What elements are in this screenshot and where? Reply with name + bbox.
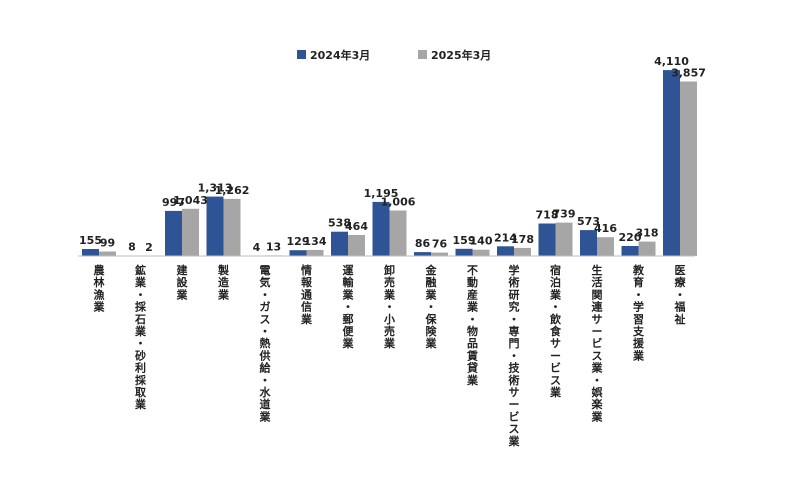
value-label-2024-11: 718 (536, 209, 559, 222)
category-labels-layer: 農林漁業 鉱業・採石業・砂利採取業 建設業 製造業 電気・ガス・熱供給・水道業 情報通信業… (93, 263, 687, 448)
legend-label-2024: 2024年3月 (310, 48, 370, 62)
value-label-2024-8: 86 (415, 237, 431, 250)
category-label-0: 農林漁業 (93, 263, 106, 314)
category-label-10: 学術研究・専門・技術サービス業 (508, 263, 521, 448)
category-label-2: 建設業 (176, 263, 189, 301)
value-label-2024-10: 214 (494, 231, 517, 244)
value-label-2025-14: 3,857 (671, 67, 706, 80)
bar-2025-12 (597, 237, 614, 256)
bar-2025-3 (223, 198, 241, 256)
category-label-11: 宿泊業・飲食サービス業 (549, 263, 562, 399)
bar-2024-8 (414, 252, 431, 256)
value-label-2024-0: 155 (79, 234, 102, 247)
bar-2025-2 (182, 208, 199, 256)
bar-2024-3 (206, 196, 224, 256)
value-label-2025-12: 416 (594, 222, 617, 235)
bar-2025-8 (431, 252, 448, 256)
value-label-2025-1: 2 (145, 241, 153, 254)
bars-layer (82, 70, 697, 256)
bar-2024-10 (497, 246, 514, 256)
value-label-2024-4: 4 (253, 241, 261, 254)
value-label-2025-0: 99 (100, 237, 115, 250)
value-label-2024-14: 4,110 (654, 55, 689, 68)
value-label-2024-7: 1,195 (364, 187, 399, 200)
category-label-1: 鉱業・採石業・砂利採取業 (134, 263, 147, 411)
bar-2025-0 (99, 251, 116, 256)
value-label-2024-9: 159 (453, 234, 476, 247)
value-label-2025-10: 178 (511, 233, 534, 246)
value-label-2024-2: 997 (162, 196, 185, 209)
value-label-2025-13: 318 (636, 227, 659, 240)
legend: 2024年3月 2025年3月 (297, 48, 491, 62)
value-label-2025-7: 1,006 (381, 196, 416, 209)
bar-2025-9 (472, 249, 490, 256)
value-label-2024-12: 573 (577, 215, 600, 228)
value-label-2025-9: 140 (470, 235, 493, 248)
value-label-2024-13: 220 (619, 231, 642, 244)
bar-2024-12 (580, 230, 597, 256)
bar-2024-7 (372, 201, 390, 256)
category-label-4: 電気・ガス・熱供給・水道業 (259, 264, 272, 423)
category-label-7: 卸売業・小売業 (383, 263, 396, 350)
category-label-5: 情報通信業 (300, 263, 313, 326)
bar-2024-6 (331, 231, 348, 256)
bar-2025-11 (555, 222, 573, 256)
value-label-2024-6: 538 (328, 217, 351, 230)
bar-2025-10 (514, 247, 531, 256)
bar-2025-13 (638, 241, 656, 256)
value-label-2025-5: 134 (304, 235, 327, 248)
category-label-3: 製造業 (217, 263, 230, 301)
category-label-13: 教育・学習支援業 (632, 263, 645, 362)
value-label-2024-3: 1,313 (198, 182, 233, 195)
bar-2024-14 (663, 70, 680, 256)
bar-2024-11 (538, 223, 556, 256)
bar-2025-5 (306, 249, 324, 256)
bar-2025-7 (389, 210, 407, 256)
value-label-2025-6: 464 (345, 220, 368, 233)
bar-2025-14 (680, 81, 697, 256)
value-label-2025-4: 13 (266, 240, 281, 253)
bar-2025-6 (348, 235, 365, 256)
value-label-2025-2: 1,043 (173, 194, 208, 207)
category-label-6: 運輸業・郵便業 (342, 264, 355, 350)
category-label-12: 生活関連サービス業・娯楽業 (591, 263, 604, 423)
legend-label-2025: 2025年3月 (431, 48, 491, 62)
value-label-2025-11: 739 (553, 208, 576, 221)
legend-swatch-2024 (297, 50, 306, 59)
value-label-2024-5: 129 (287, 235, 310, 248)
value-label-2024-1: 8 (128, 241, 136, 254)
bar-2024-2 (165, 210, 182, 256)
category-label-14: 医療・福祉 (674, 264, 687, 326)
bar-2024-5 (289, 250, 307, 256)
bar-2024-0 (82, 249, 99, 256)
bar-2024-9 (455, 248, 473, 256)
category-label-9: 不動産業・物品賃貸業 (466, 264, 479, 387)
value-label-2025-3: 1,262 (215, 184, 250, 197)
category-label-8: 金融業・保険業 (425, 263, 438, 350)
bar-2024-13 (621, 246, 639, 256)
legend-swatch-2025 (418, 50, 427, 59)
value-label-2025-8: 76 (432, 238, 448, 251)
